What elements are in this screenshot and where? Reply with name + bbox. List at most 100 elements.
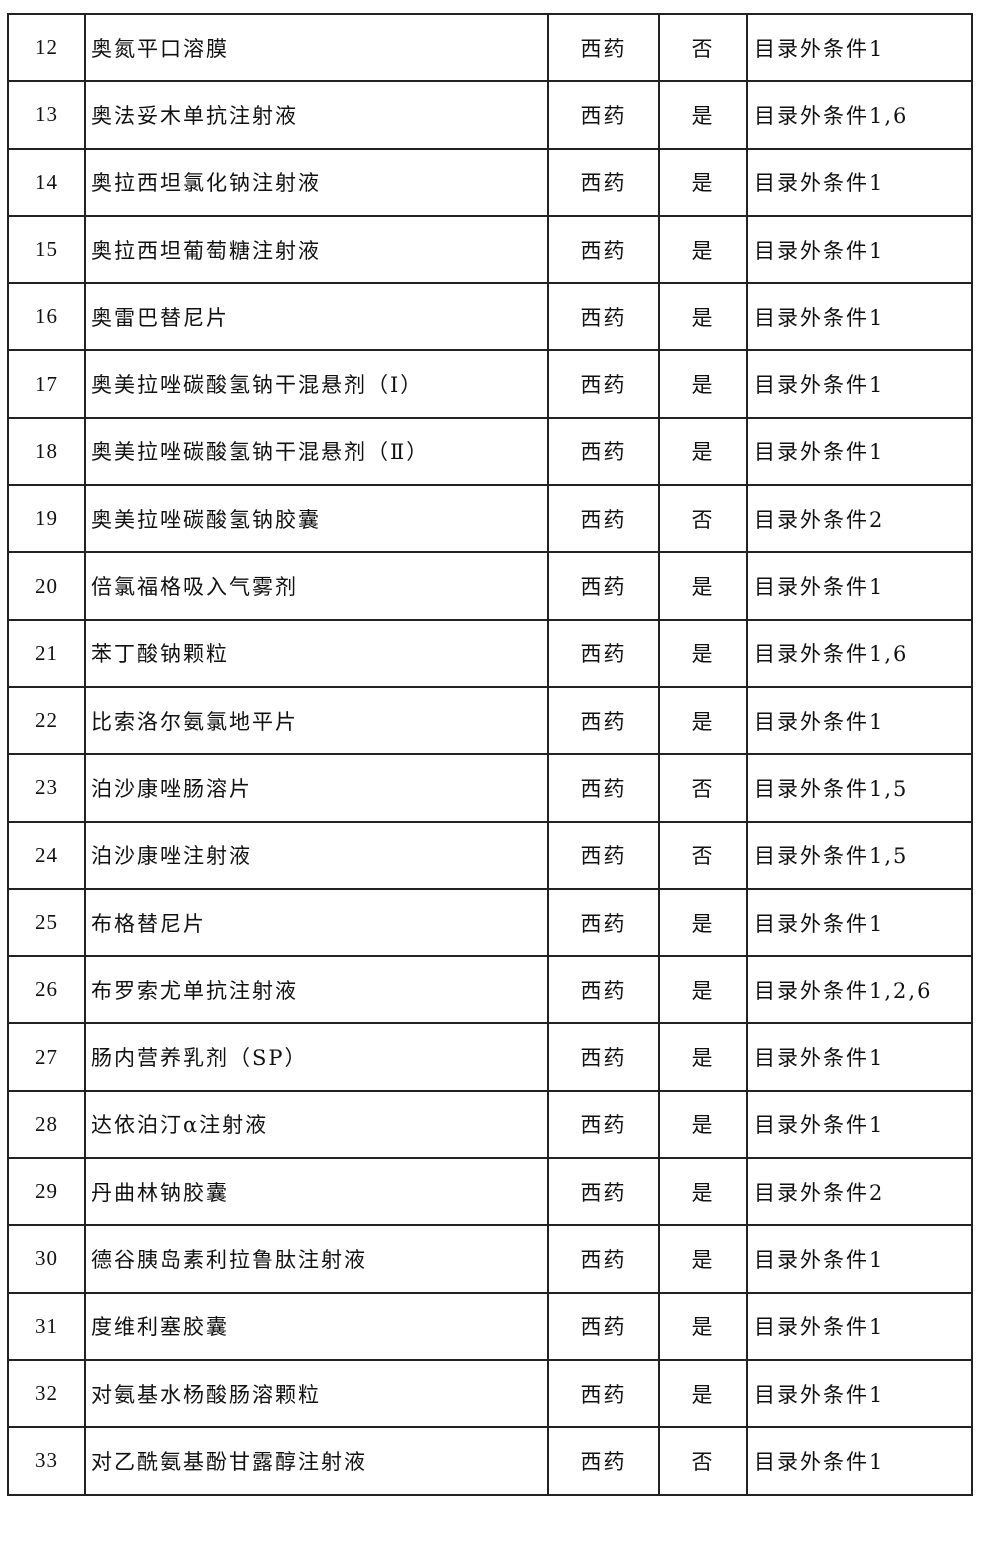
row-number: 29 xyxy=(7,1157,86,1227)
drug-name: 布格替尼片 xyxy=(84,887,549,958)
row-number: 24 xyxy=(7,820,86,890)
flag-value: 否 xyxy=(658,12,748,83)
flag-value: 否 xyxy=(658,753,748,823)
condition-text: 目录外条件1 xyxy=(746,147,973,217)
condition-text: 目录外条件1 xyxy=(746,282,973,352)
row-number: 26 xyxy=(7,955,86,1025)
table-row: 20 倍氯福格吸入气雾剂 西药是目录外条件1 xyxy=(7,551,973,621)
drug-name: 奥拉西坦葡萄糖注射液 xyxy=(84,214,549,285)
table-row: 12 奥氮平口溶膜 西药否目录外条件1 xyxy=(7,12,973,83)
flag-value: 是 xyxy=(658,1157,748,1227)
row-number: 21 xyxy=(7,618,86,688)
row-number: 12 xyxy=(7,12,86,83)
table-body: 12 奥氮平口溶膜 西药否目录外条件1 13 奥法妥木单抗注射液 西药是目录外条件1,6 1… xyxy=(7,12,973,1496)
row-number: 15 xyxy=(7,214,86,285)
drug-category: 西药 xyxy=(547,1022,660,1092)
table-row: 17 奥美拉唑碳酸氢钠干混悬剂（Ⅰ） 西药是目录外条件1 xyxy=(7,349,973,419)
flag-value: 否 xyxy=(658,484,748,554)
drug-name: 奥美拉唑碳酸氢钠干混悬剂（Ⅱ） xyxy=(84,416,549,487)
flag-value: 是 xyxy=(658,1291,748,1361)
table-row: 22 比索洛尔氨氯地平片 西药是目录外条件1 xyxy=(7,685,973,756)
flag-value: 是 xyxy=(658,80,748,150)
row-number: 17 xyxy=(7,349,86,419)
drug-category: 西药 xyxy=(547,1426,660,1496)
row-number: 27 xyxy=(7,1022,86,1092)
condition-text: 目录外条件1 xyxy=(746,416,973,487)
table-row: 28 达依泊汀α注射液 西药是目录外条件1 xyxy=(7,1089,973,1160)
table-row: 23 泊沙康唑肠溶片 西药否目录外条件1,5 xyxy=(7,753,973,823)
row-number: 31 xyxy=(7,1291,86,1361)
drug-name: 布罗索尤单抗注射液 xyxy=(84,955,549,1025)
drug-category: 西药 xyxy=(547,214,660,285)
table-row: 15 奥拉西坦葡萄糖注射液 西药是目录外条件1 xyxy=(7,214,973,285)
drug-category: 西药 xyxy=(547,887,660,958)
drug-category: 西药 xyxy=(547,147,660,217)
drug-category: 西药 xyxy=(547,1224,660,1294)
condition-text: 目录外条件1,6 xyxy=(746,80,973,150)
condition-text: 目录外条件1,5 xyxy=(746,753,973,823)
drug-name: 奥法妥木单抗注射液 xyxy=(84,80,549,150)
row-number: 22 xyxy=(7,685,86,756)
flag-value: 是 xyxy=(658,551,748,621)
row-number: 20 xyxy=(7,551,86,621)
table-row: 18 奥美拉唑碳酸氢钠干混悬剂（Ⅱ） 西药是目录外条件1 xyxy=(7,416,973,487)
flag-value: 是 xyxy=(658,1224,748,1294)
condition-text: 目录外条件1,2,6 xyxy=(746,955,973,1025)
condition-text: 目录外条件1,6 xyxy=(746,618,973,688)
drug-name: 度维利塞胶囊 xyxy=(84,1291,549,1361)
row-number: 23 xyxy=(7,753,86,823)
flag-value: 否 xyxy=(658,1426,748,1496)
condition-text: 目录外条件2 xyxy=(746,1157,973,1227)
drug-name: 丹曲林钠胶囊 xyxy=(84,1157,549,1227)
drug-name: 奥拉西坦氯化钠注射液 xyxy=(84,147,549,217)
table-row: 19 奥美拉唑碳酸氢钠胶囊 西药否目录外条件2 xyxy=(7,484,973,554)
condition-text: 目录外条件1,5 xyxy=(746,820,973,890)
table-row: 25 布格替尼片 西药是目录外条件1 xyxy=(7,887,973,958)
condition-text: 目录外条件1 xyxy=(746,1426,973,1496)
drug-name: 奥雷巴替尼片 xyxy=(84,282,549,352)
drug-name: 达依泊汀α注射液 xyxy=(84,1089,549,1160)
drug-category: 西药 xyxy=(547,618,660,688)
condition-text: 目录外条件1 xyxy=(746,12,973,83)
drug-list-table: 12 奥氮平口溶膜 西药否目录外条件1 13 奥法妥木单抗注射液 西药是目录外条件1,6 1… xyxy=(7,12,973,1496)
drug-category: 西药 xyxy=(547,484,660,554)
flag-value: 是 xyxy=(658,1089,748,1160)
drug-name: 对氨基水杨酸肠溶颗粒 xyxy=(84,1358,549,1429)
flag-value: 是 xyxy=(658,955,748,1025)
drug-category: 西药 xyxy=(547,955,660,1025)
drug-category: 西药 xyxy=(547,753,660,823)
flag-value: 是 xyxy=(658,887,748,958)
row-number: 16 xyxy=(7,282,86,352)
drug-name: 倍氯福格吸入气雾剂 xyxy=(84,551,549,621)
table-row: 24 泊沙康唑注射液 西药否目录外条件1,5 xyxy=(7,820,973,890)
table-row: 32 对氨基水杨酸肠溶颗粒 西药是目录外条件1 xyxy=(7,1358,973,1429)
table-row: 31 度维利塞胶囊 西药是目录外条件1 xyxy=(7,1291,973,1361)
row-number: 28 xyxy=(7,1089,86,1160)
condition-text: 目录外条件1 xyxy=(746,1291,973,1361)
drug-name: 苯丁酸钠颗粒 xyxy=(84,618,549,688)
drug-category: 西药 xyxy=(547,1089,660,1160)
flag-value: 是 xyxy=(658,147,748,217)
table-row: 29 丹曲林钠胶囊 西药是目录外条件2 xyxy=(7,1157,973,1227)
flag-value: 是 xyxy=(658,416,748,487)
flag-value: 否 xyxy=(658,820,748,890)
table-row: 26 布罗索尤单抗注射液 西药是目录外条件1,2,6 xyxy=(7,955,973,1025)
drug-category: 西药 xyxy=(547,551,660,621)
drug-category: 西药 xyxy=(547,282,660,352)
row-number: 18 xyxy=(7,416,86,487)
table-row: 16 奥雷巴替尼片 西药是目录外条件1 xyxy=(7,282,973,352)
table-row: 13 奥法妥木单抗注射液 西药是目录外条件1,6 xyxy=(7,80,973,150)
drug-name: 奥美拉唑碳酸氢钠胶囊 xyxy=(84,484,549,554)
table-row: 33 对乙酰氨基酚甘露醇注射液 西药否目录外条件1 xyxy=(7,1426,973,1496)
row-number: 14 xyxy=(7,147,86,217)
condition-text: 目录外条件1 xyxy=(746,551,973,621)
condition-text: 目录外条件1 xyxy=(746,887,973,958)
table-row: 21 苯丁酸钠颗粒 西药是目录外条件1,6 xyxy=(7,618,973,688)
table-row: 14 奥拉西坦氯化钠注射液 西药是目录外条件1 xyxy=(7,147,973,217)
flag-value: 是 xyxy=(658,349,748,419)
condition-text: 目录外条件1 xyxy=(746,1022,973,1092)
drug-name: 比索洛尔氨氯地平片 xyxy=(84,685,549,756)
drug-name: 德谷胰岛素利拉鲁肽注射液 xyxy=(84,1224,549,1294)
flag-value: 是 xyxy=(658,214,748,285)
drug-category: 西药 xyxy=(547,416,660,487)
